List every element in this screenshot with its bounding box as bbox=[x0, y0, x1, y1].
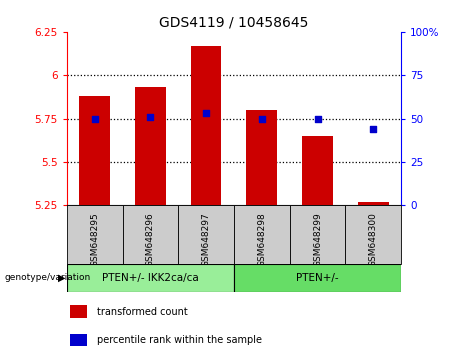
Bar bbox=[67, 264, 234, 292]
Text: percentile rank within the sample: percentile rank within the sample bbox=[97, 335, 262, 345]
Text: genotype/variation: genotype/variation bbox=[5, 273, 91, 282]
Bar bbox=[178, 205, 234, 264]
Text: PTEN+/-: PTEN+/- bbox=[296, 273, 339, 283]
Bar bbox=[234, 264, 401, 292]
Bar bbox=[358, 202, 389, 205]
Point bbox=[91, 116, 98, 121]
Bar bbox=[70, 334, 87, 346]
Bar bbox=[79, 96, 110, 205]
Text: GSM648297: GSM648297 bbox=[201, 212, 211, 267]
Bar bbox=[70, 306, 87, 318]
Text: GSM648295: GSM648295 bbox=[90, 212, 99, 267]
Bar bbox=[302, 136, 333, 205]
Text: GSM648296: GSM648296 bbox=[146, 212, 155, 267]
Text: GSM648298: GSM648298 bbox=[257, 212, 266, 267]
Title: GDS4119 / 10458645: GDS4119 / 10458645 bbox=[159, 15, 309, 29]
Bar bbox=[247, 110, 277, 205]
Point bbox=[314, 116, 321, 121]
Bar bbox=[67, 205, 123, 264]
Point bbox=[202, 110, 210, 116]
Point bbox=[258, 116, 266, 121]
Point bbox=[147, 114, 154, 120]
Bar bbox=[290, 205, 345, 264]
Text: GSM648300: GSM648300 bbox=[369, 212, 378, 267]
Bar bbox=[135, 87, 165, 205]
Text: transformed count: transformed count bbox=[97, 307, 188, 317]
Bar bbox=[345, 205, 401, 264]
Bar bbox=[191, 46, 221, 205]
Point bbox=[370, 126, 377, 132]
Text: ▶: ▶ bbox=[58, 273, 65, 283]
Bar bbox=[234, 205, 290, 264]
Bar bbox=[123, 205, 178, 264]
Text: PTEN+/- IKK2ca/ca: PTEN+/- IKK2ca/ca bbox=[102, 273, 199, 283]
Text: GSM648299: GSM648299 bbox=[313, 212, 322, 267]
